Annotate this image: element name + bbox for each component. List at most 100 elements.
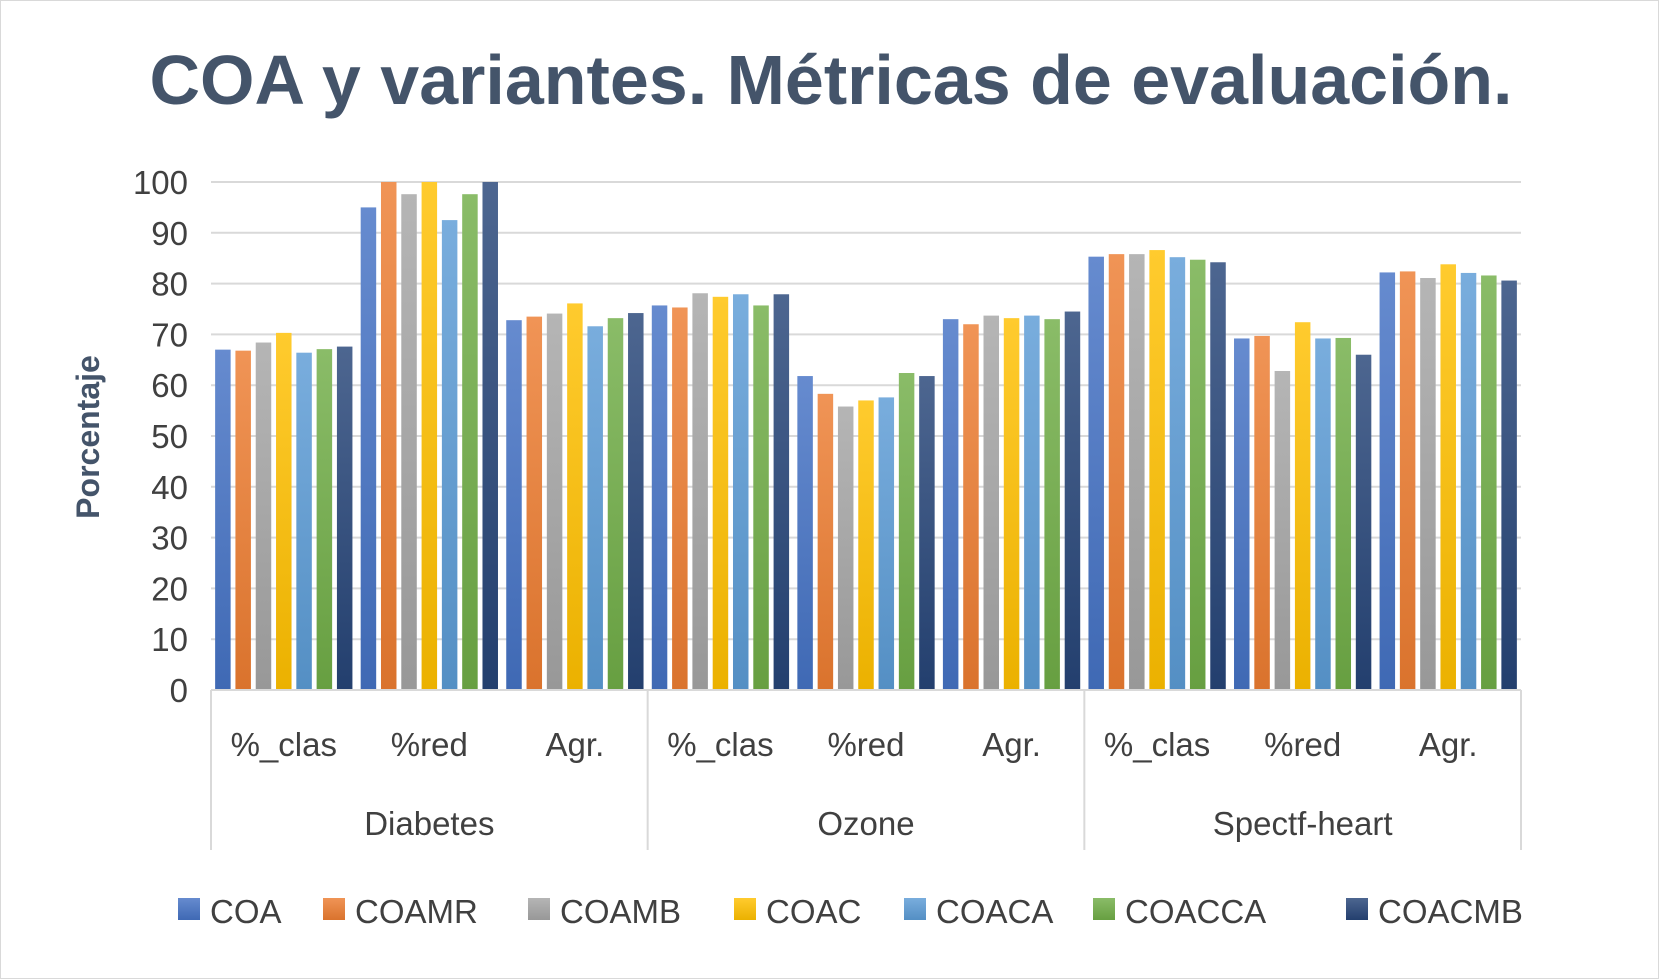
legend-label: COACCA xyxy=(1125,893,1266,930)
bar-coacca xyxy=(462,194,478,690)
bar-coaca xyxy=(587,326,603,690)
bar-coacca xyxy=(753,305,769,690)
bar-coamr xyxy=(235,350,251,690)
legend-swatch xyxy=(1093,898,1115,920)
bar-coaca xyxy=(296,352,312,690)
legend-item-coacmb: COACMB xyxy=(1346,893,1523,930)
bar-coacmb xyxy=(1355,354,1372,690)
bar-coac xyxy=(858,400,874,690)
bar-coaca xyxy=(732,294,749,690)
bar-coac xyxy=(276,332,292,690)
bar-coaca xyxy=(1460,272,1477,690)
bar-coamr xyxy=(1254,335,1270,690)
bar-coa xyxy=(797,376,813,690)
legend-label: COAMB xyxy=(560,893,681,930)
bar-coamr xyxy=(526,316,543,690)
bar-coacmb xyxy=(628,313,644,690)
legend-swatch xyxy=(734,898,756,920)
x-group-label: Ozone xyxy=(817,805,914,842)
bar-coac xyxy=(1149,250,1165,690)
legend-label: COACA xyxy=(936,893,1053,930)
legend-item-coaca: COACA xyxy=(904,893,1053,930)
bar-coac xyxy=(712,296,729,690)
legend-label: COACMB xyxy=(1378,893,1523,930)
bar-coa xyxy=(215,349,231,690)
y-tick-label: 80 xyxy=(151,266,188,303)
legend-label: COAMR xyxy=(355,893,478,930)
x-group-label: Spectf-heart xyxy=(1213,805,1393,842)
legend-swatch xyxy=(178,898,200,920)
legend-swatch xyxy=(1346,898,1368,920)
x-tick-label: %_clas xyxy=(231,726,337,763)
bar-coa xyxy=(360,207,377,690)
bar-coaca xyxy=(1024,315,1040,690)
y-tick-label: 20 xyxy=(151,570,188,607)
bar-coamb xyxy=(546,313,563,690)
bar-coaca xyxy=(1315,338,1331,690)
x-tick-label: Agr. xyxy=(982,726,1041,763)
bar-coaca xyxy=(878,397,895,690)
bar-coac xyxy=(1294,322,1311,690)
y-axis-label: Porcentaje xyxy=(70,355,106,519)
legend-swatch xyxy=(323,898,345,920)
bar-coacca xyxy=(1481,275,1497,690)
x-tick-label: %red xyxy=(391,726,468,763)
y-tick-label: 0 xyxy=(170,672,188,709)
bar-coacmb xyxy=(1064,311,1081,690)
bar-coa xyxy=(942,319,959,690)
bar-coamb xyxy=(837,406,854,690)
bar-coamb xyxy=(1129,254,1145,691)
legend-item-coa: COA xyxy=(178,893,282,930)
x-group-label: Diabetes xyxy=(364,805,494,842)
bar-coamr xyxy=(817,393,834,690)
legend-swatch xyxy=(904,898,926,920)
legend-label: COA xyxy=(210,893,282,930)
y-tick-label: 10 xyxy=(151,621,188,658)
bar-coac xyxy=(1003,318,1020,690)
bar-coacmb xyxy=(1210,262,1226,690)
bar-coamb xyxy=(1274,370,1291,690)
bar-coac xyxy=(421,182,438,690)
bar-coac xyxy=(567,303,583,690)
bar-coac xyxy=(1440,264,1456,690)
y-tick-label: 40 xyxy=(151,469,188,506)
legend-label: COAC xyxy=(766,893,861,930)
bar-coamr xyxy=(1399,271,1416,690)
legend-item-coamr: COAMR xyxy=(323,893,478,930)
bar-coa xyxy=(651,305,668,690)
legend: COA COAMR COAMB COAC COACA COACCA COACMB xyxy=(178,893,1523,930)
bar-coamb xyxy=(1420,278,1436,690)
y-tick-label: 100 xyxy=(133,164,188,201)
bar-coacmb xyxy=(1501,280,1517,690)
bar-coamr xyxy=(380,182,397,690)
y-tick-label: 50 xyxy=(151,418,188,455)
bar-coacmb xyxy=(919,376,935,690)
bar-coa xyxy=(506,320,522,690)
x-tick-label: %_clas xyxy=(1104,726,1210,763)
x-axis: %_clas %red Agr. %_clas %red Agr. %_clas %red Ag… xyxy=(210,689,1522,850)
bar-coaca xyxy=(441,220,458,690)
bar-coacca xyxy=(1044,319,1060,690)
y-tick-label: 90 xyxy=(151,215,188,252)
y-axis-ticks: 0 10 20 30 40 50 60 70 80 90 100 xyxy=(133,164,188,709)
y-tick-label: 60 xyxy=(151,367,188,404)
bar-coacmb xyxy=(773,294,790,690)
chart-title: COA y variantes. Métricas de evaluación. xyxy=(150,41,1513,119)
bar-coacca xyxy=(316,349,333,690)
legend-swatch xyxy=(528,898,550,920)
bar-coacca xyxy=(898,373,915,690)
legend-item-coac: COAC xyxy=(734,893,861,930)
bar-coacca xyxy=(1335,337,1352,690)
bar-coamr xyxy=(1108,254,1125,691)
bar-coacmb xyxy=(482,182,498,690)
x-tick-label: %red xyxy=(827,726,904,763)
bar-coaca xyxy=(1169,257,1186,690)
bar-coamb xyxy=(255,342,272,690)
y-tick-label: 70 xyxy=(151,316,188,353)
y-tick-label: 30 xyxy=(151,520,188,557)
bar-coamr xyxy=(963,324,979,690)
bar-coamb xyxy=(983,315,1000,690)
legend-item-coacca: COACCA xyxy=(1093,893,1266,930)
